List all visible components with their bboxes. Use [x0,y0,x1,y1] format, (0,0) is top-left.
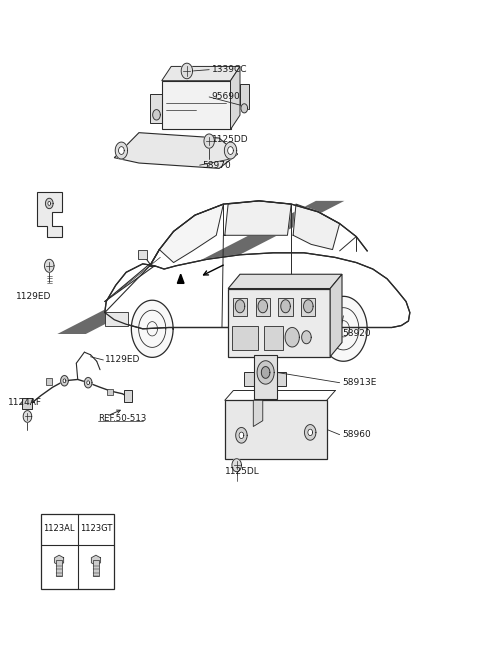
Text: 1123GT: 1123GT [80,525,112,533]
Bar [47,378,52,384]
Polygon shape [37,193,61,236]
Text: 1124AF: 1124AF [8,398,42,407]
Polygon shape [204,134,215,148]
Bar [264,326,283,350]
Text: 58970: 58970 [202,160,231,170]
Polygon shape [239,432,244,439]
Polygon shape [257,361,274,384]
Polygon shape [178,274,184,284]
Text: 1129ED: 1129ED [16,292,51,301]
Polygon shape [285,328,300,347]
Bar [232,326,258,350]
Polygon shape [87,381,90,384]
Text: 1125DD: 1125DD [212,135,248,143]
Polygon shape [63,379,66,383]
Polygon shape [258,300,267,312]
Bar [22,398,32,409]
Bar [228,289,330,357]
Bar [256,297,270,316]
Polygon shape [45,259,54,272]
Bar [93,559,99,576]
Polygon shape [162,66,240,81]
Text: 1339CC: 1339CC [212,65,247,74]
Polygon shape [330,274,342,357]
Text: 1129ED: 1129ED [105,356,140,364]
Bar [225,400,327,458]
Bar [240,84,249,109]
Polygon shape [320,296,367,362]
Polygon shape [281,300,290,312]
Polygon shape [159,204,223,263]
Bar [301,297,315,316]
Polygon shape [153,109,160,120]
Text: 58920: 58920 [342,329,371,339]
Polygon shape [302,331,311,344]
Polygon shape [57,201,344,334]
Polygon shape [293,204,340,250]
Polygon shape [253,400,263,426]
Polygon shape [303,300,313,312]
Bar [150,94,163,123]
Bar [41,514,114,589]
Polygon shape [235,300,245,312]
Polygon shape [115,142,128,159]
Bar [278,297,293,316]
Polygon shape [228,274,342,289]
Bar [138,250,147,259]
Text: 58913E: 58913E [342,378,376,387]
Polygon shape [225,201,291,235]
Text: 95690: 95690 [212,92,240,102]
Polygon shape [105,253,410,329]
Bar [277,373,286,386]
Bar [56,559,62,576]
Polygon shape [181,63,192,79]
Text: 58960: 58960 [342,430,371,439]
Polygon shape [119,147,124,155]
Bar [162,81,230,130]
Bar [107,388,113,395]
Polygon shape [304,424,316,440]
Bar [240,287,254,291]
Polygon shape [132,300,173,358]
Polygon shape [236,428,247,443]
Polygon shape [261,367,270,379]
Polygon shape [241,103,248,113]
Polygon shape [60,375,68,386]
Polygon shape [23,411,32,422]
Polygon shape [228,147,233,155]
Bar [254,355,277,399]
Polygon shape [114,133,238,168]
Bar [105,312,128,326]
Text: REF.50-513: REF.50-513 [97,414,146,423]
Polygon shape [84,377,92,388]
Bar [311,291,324,296]
Polygon shape [232,458,241,472]
Polygon shape [308,429,312,436]
Bar [124,390,132,402]
Bar [244,373,256,386]
Polygon shape [48,202,51,206]
Polygon shape [230,66,240,130]
Text: 1123AL: 1123AL [43,525,75,533]
Polygon shape [55,555,64,565]
Polygon shape [224,142,237,159]
Polygon shape [46,198,53,209]
Bar [233,297,247,316]
Text: 1125DL: 1125DL [225,467,260,476]
Polygon shape [91,555,100,565]
